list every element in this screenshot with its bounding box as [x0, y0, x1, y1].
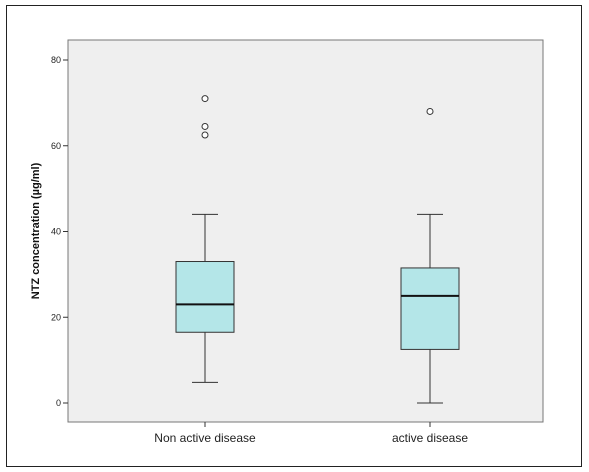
y-tick-label: 40: [51, 227, 61, 237]
iqr-box: [175, 261, 235, 333]
y-tick-label: 0: [56, 398, 61, 408]
x-category-label: active disease: [392, 431, 468, 445]
x-category-label: Non active disease: [154, 431, 256, 445]
y-tick-label: 60: [51, 141, 61, 151]
outlier-point: [201, 95, 209, 103]
y-axis: 0 20 40 60 80: [51, 55, 68, 408]
boxes-group: [175, 95, 460, 404]
y-axis-title: NTZ concentration (µg/ml): [30, 162, 42, 299]
y-tick-label: 20: [51, 312, 61, 322]
outlier-point: [426, 107, 434, 115]
box-2: [400, 107, 460, 404]
box-1: [175, 95, 235, 383]
outlier-point: [201, 131, 209, 139]
x-axis: Non active disease active disease: [154, 422, 468, 445]
y-tick-label: 80: [51, 55, 61, 65]
outlier-point: [201, 122, 209, 130]
plot-area: [67, 39, 544, 423]
iqr-box: [400, 267, 460, 350]
